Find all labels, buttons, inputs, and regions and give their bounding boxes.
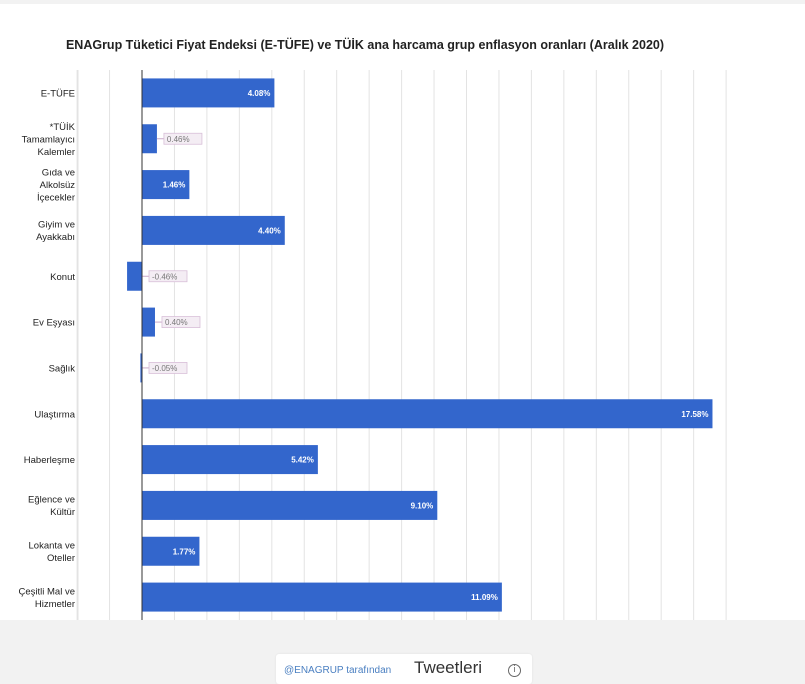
category-label: Konut [50, 272, 75, 283]
bar-chart: E-TÜFE 4.08% *TÜİK Tamamlayıcı Kalemler 0.46%… [19, 70, 727, 620]
bar [142, 215, 285, 245]
bar [142, 490, 438, 520]
category-label: *TÜİK Tamamlayıcı Kalemler [22, 122, 76, 158]
data-label: 4.40% [258, 226, 281, 235]
bar [140, 353, 142, 383]
category-label: Giyim ve Ayakkabı [36, 220, 75, 244]
bar [142, 445, 318, 475]
data-label-box [148, 362, 188, 374]
category-label: Ev Eşyası [33, 318, 75, 329]
chart-title: ENAGrup Tüketici Fiyat Endeksi (E-TÜFE) … [65, 38, 665, 52]
data-label: 17.58% [681, 410, 708, 419]
category-label: Eğlence ve Kültür [28, 495, 75, 518]
bar [142, 78, 275, 108]
category-label: E-TÜFE [41, 88, 75, 99]
twitter-timeline-widget[interactable]: @ENAGRUP tarafından Tweetleri i [276, 654, 532, 684]
data-label: 0.46% [167, 135, 190, 144]
data-label: 1.77% [173, 547, 196, 556]
category-label: Çeşitli Mal ve Hizmetler [19, 586, 76, 610]
tweets-title: Tweetleri [414, 658, 483, 677]
category-label: Lokanta ve Oteller [29, 541, 75, 565]
bar [127, 261, 142, 291]
category-label: Sağlık [49, 363, 76, 374]
data-label: 1.46% [163, 181, 186, 190]
bar [142, 124, 157, 154]
data-label: 4.08% [248, 89, 271, 98]
bar [142, 536, 200, 566]
bar [142, 582, 502, 612]
category-label: Gıda ve Alkolsüz İçecekler [37, 168, 75, 204]
data-label: 0.40% [165, 318, 188, 327]
category-label: Ulaştırma [34, 409, 75, 420]
bar [142, 399, 713, 429]
gridlines [76, 70, 727, 620]
category-label: Haberleşme [24, 455, 75, 466]
chart-card: E-TÜFE 4.08% *TÜİK Tamamlayıcı Kalemler 0.46%… [0, 4, 805, 620]
data-label-box [163, 132, 203, 145]
data-label: -0.05% [152, 364, 177, 373]
bar [142, 307, 155, 337]
data-label-box [148, 270, 188, 283]
data-label: 9.10% [411, 501, 434, 510]
data-label: -0.46% [152, 272, 177, 281]
data-label: 5.42% [291, 456, 314, 465]
data-label: 11.09% [471, 593, 498, 602]
data-label-box [161, 316, 201, 328]
bar [142, 170, 190, 200]
